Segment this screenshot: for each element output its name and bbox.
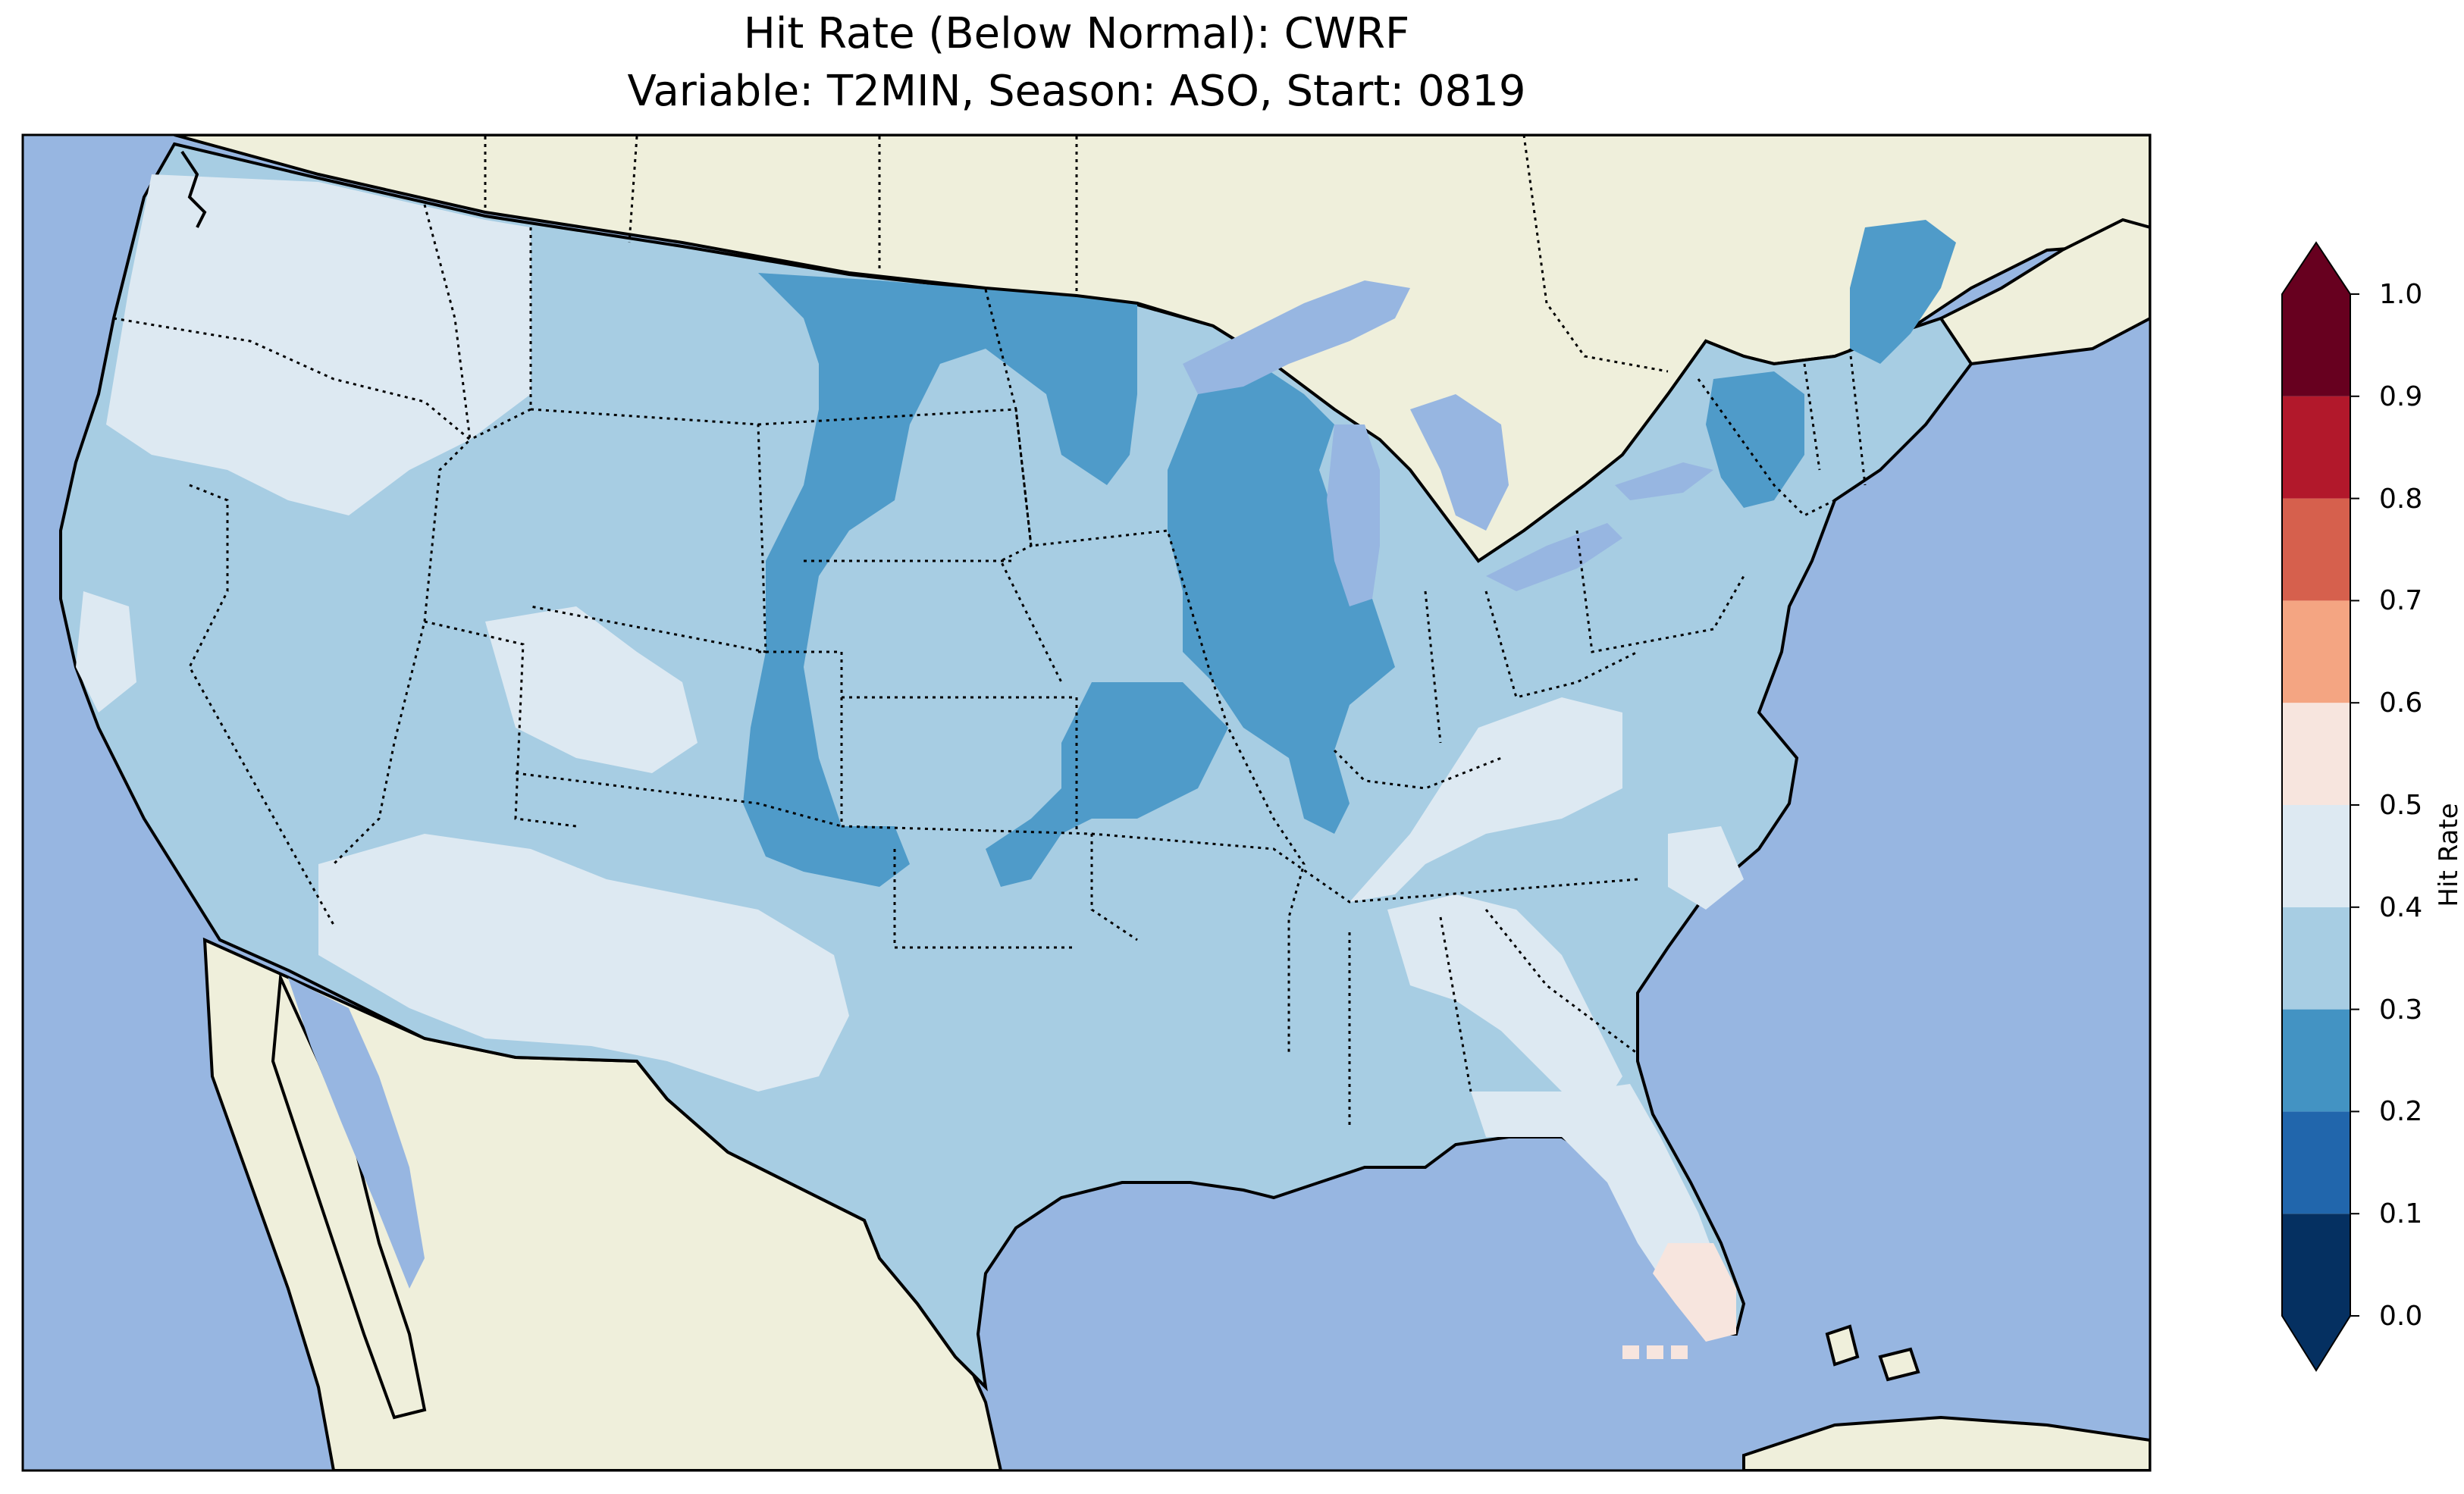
colorbar-extend-high bbox=[2282, 243, 2350, 294]
state-borders bbox=[113, 204, 1867, 1129]
colorbar-tick-label-10: 1.0 bbox=[2379, 279, 2423, 310]
gulf-of-california bbox=[288, 978, 425, 1289]
maine-region-02-03 bbox=[1850, 220, 1956, 364]
colorbar-tick-label-4: 0.4 bbox=[2379, 891, 2423, 923]
appalachia-region-04-05 bbox=[1350, 697, 1622, 902]
kansas-oklahoma-region-02-03 bbox=[986, 682, 1228, 887]
map-canvas bbox=[23, 135, 2150, 1471]
colorbar-bin-8 bbox=[2282, 396, 2350, 499]
colorbar-tick-label-6: 0.6 bbox=[2379, 687, 2423, 719]
great-basin-region-04-05 bbox=[485, 606, 698, 773]
colorbar-bin-3 bbox=[2282, 907, 2350, 1010]
upper-midwest-region-02-03 bbox=[1168, 364, 1395, 834]
colorbar-bin-1 bbox=[2282, 1111, 2350, 1214]
lake-ontario bbox=[1615, 462, 1713, 500]
southwest-region-04-05 bbox=[318, 834, 849, 1092]
colorbar bbox=[2281, 241, 2359, 1372]
southeast-region-04-05 bbox=[1387, 894, 1622, 1122]
colorbar-tick-label-1: 0.1 bbox=[2379, 1198, 2423, 1230]
colorbar-tick-label-2: 0.2 bbox=[2379, 1096, 2423, 1128]
colorbar-extend-low bbox=[2282, 1316, 2350, 1370]
colorbar-tick-label-0: 0.0 bbox=[2379, 1301, 2423, 1332]
colorbar-tick-label-5: 0.5 bbox=[2379, 790, 2423, 821]
keys-cell-3 bbox=[1671, 1345, 1688, 1359]
colorbar-tick-label-9: 0.9 bbox=[2379, 381, 2423, 412]
colorbar-bin-9 bbox=[2282, 294, 2350, 396]
colorbar-tick-label-7: 0.7 bbox=[2379, 585, 2423, 617]
northern-plains-region-02-03 bbox=[743, 273, 1137, 887]
keys-cell-1 bbox=[1622, 1345, 1639, 1359]
colorbar-bin-5 bbox=[2282, 703, 2350, 805]
colorbar-bin-7 bbox=[2282, 498, 2350, 601]
colorbar-bin-0 bbox=[2282, 1214, 2350, 1316]
maritimes-land bbox=[1939, 218, 2150, 366]
lake-superior bbox=[1183, 280, 1410, 394]
map-frame bbox=[21, 133, 2152, 1472]
south-florida-region-05-06 bbox=[1653, 1243, 1736, 1342]
colorbar-bin-4 bbox=[2282, 805, 2350, 907]
colorbar-bin-6 bbox=[2282, 600, 2350, 703]
carolina-region-04-05 bbox=[1668, 826, 1744, 910]
colorbar-tick-label-8: 0.8 bbox=[2379, 483, 2423, 515]
cuba-land bbox=[1742, 1415, 2150, 1471]
chart-title-line-2: Variable: T2MIN, Season: ASO, Start: 081… bbox=[627, 67, 1526, 116]
colorbar-bin-2 bbox=[2282, 1009, 2350, 1112]
canada-borders bbox=[484, 135, 1669, 373]
bahamas-land bbox=[1825, 1324, 1920, 1382]
lake-erie bbox=[1486, 523, 1622, 591]
lake-huron bbox=[1410, 394, 1509, 531]
chart-title-line-1: Hit Rate (Below Normal): CWRF bbox=[743, 9, 1410, 58]
coastlines bbox=[180, 150, 987, 1389]
california-coast-region-04-05 bbox=[76, 591, 136, 713]
pnw-region-04-05 bbox=[106, 174, 531, 515]
colorbar-label: Hit Rate bbox=[2434, 803, 2464, 907]
northern-ny-region-02-03 bbox=[1706, 371, 1804, 508]
colorbar-tick-label-3: 0.3 bbox=[2379, 994, 2423, 1026]
keys-cell-2 bbox=[1647, 1345, 1663, 1359]
lake-michigan bbox=[1327, 424, 1380, 606]
